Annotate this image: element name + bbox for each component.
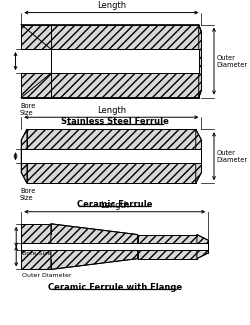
Bar (21, 247, 51, 269)
Polygon shape (199, 25, 202, 98)
Polygon shape (51, 224, 138, 247)
Bar (27, 129, 196, 156)
Text: Length: Length (97, 106, 126, 115)
Bar (138, 247, 197, 259)
Bar (21, 224, 51, 247)
Polygon shape (21, 156, 27, 183)
Text: Outer
Diameter: Outer Diameter (216, 150, 248, 163)
Polygon shape (196, 156, 202, 183)
Text: Bore
Size: Bore Size (20, 188, 36, 201)
Text: Bore Size: Bore Size (22, 251, 52, 256)
Bar (21, 149, 202, 163)
Text: Ceramic Ferrule: Ceramic Ferrule (77, 200, 152, 209)
Text: Bore
Size: Bore Size (20, 103, 36, 116)
Polygon shape (21, 129, 27, 156)
Polygon shape (51, 247, 138, 269)
Text: Outer Diameter: Outer Diameter (22, 273, 72, 278)
Bar (138, 235, 197, 247)
Text: Length: Length (100, 201, 129, 210)
Polygon shape (197, 235, 208, 259)
Text: Stainless Steel Ferrule: Stainless Steel Ferrule (61, 117, 169, 125)
Bar (21, 243, 208, 250)
Polygon shape (21, 73, 51, 98)
Polygon shape (196, 129, 202, 156)
Polygon shape (21, 25, 51, 49)
Text: Length: Length (97, 1, 126, 10)
Polygon shape (21, 25, 51, 49)
Bar (51, 61, 199, 98)
Text: Ceramic Ferrule with Flange: Ceramic Ferrule with Flange (48, 283, 182, 292)
Bar (27, 156, 196, 183)
Bar (51, 25, 199, 61)
Bar (51, 49, 199, 73)
Text: Outer
Diameter: Outer Diameter (216, 55, 248, 68)
